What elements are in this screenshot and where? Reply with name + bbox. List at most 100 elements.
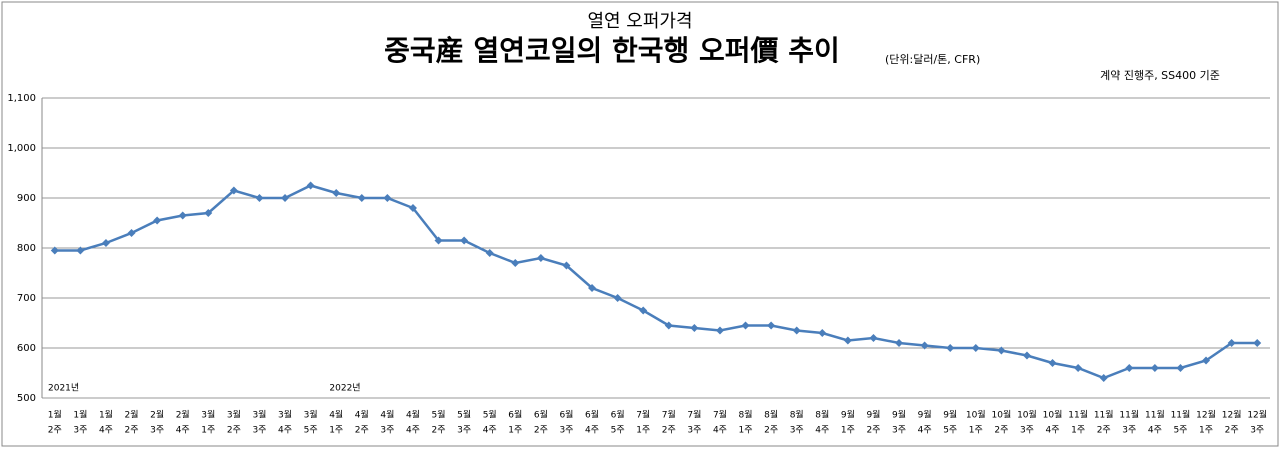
x-tick-label: 12월 bbox=[1247, 409, 1267, 421]
x-tick-label: 11월 bbox=[1068, 409, 1088, 421]
x-tick-label: 6월 bbox=[508, 409, 522, 421]
x-tick-label: 4주 bbox=[406, 425, 420, 436]
x-tick-label: 8월 bbox=[764, 409, 778, 421]
marker bbox=[434, 236, 443, 245]
x-tick-label: 3월 bbox=[201, 409, 215, 421]
x-tick-label: 10월 bbox=[966, 409, 986, 421]
x-tick-label: 3주 bbox=[559, 425, 573, 436]
x-tick-label: 3주 bbox=[687, 425, 701, 436]
chart-supertitle: 열연 오퍼가격 bbox=[587, 11, 692, 32]
x-tick-label: 3주 bbox=[892, 425, 906, 436]
marker bbox=[50, 246, 59, 255]
x-tick-label: 1월 bbox=[48, 409, 62, 421]
marker bbox=[153, 216, 162, 225]
y-tick-label: 500 bbox=[17, 393, 36, 404]
marker bbox=[1099, 374, 1108, 382]
x-tick-label: 12월 bbox=[1222, 409, 1242, 421]
chart-subtitle: (단위:달러/톤, CFR) bbox=[885, 53, 980, 66]
marker bbox=[869, 334, 878, 342]
marker bbox=[1150, 364, 1159, 372]
x-tick-label: 11월 bbox=[1171, 409, 1191, 421]
x-tick-label: 4주 bbox=[1046, 425, 1060, 436]
x-tick-label: 2주 bbox=[432, 425, 446, 436]
marker bbox=[485, 249, 494, 257]
marker bbox=[792, 326, 801, 335]
x-tick-label: 4주 bbox=[815, 425, 829, 436]
marker bbox=[639, 306, 648, 315]
marker bbox=[690, 324, 699, 332]
x-tick-label: 4주 bbox=[918, 425, 932, 436]
x-tick-label: 2주 bbox=[1097, 425, 1111, 436]
marker bbox=[997, 346, 1006, 355]
x-tick-label: 5주 bbox=[304, 425, 318, 436]
marker bbox=[767, 321, 776, 330]
x-tick-label: 2월 bbox=[150, 409, 164, 421]
y-tick-label: 900 bbox=[17, 193, 36, 204]
marker bbox=[1074, 364, 1083, 372]
x-tick-label: 4월 bbox=[406, 409, 420, 421]
marker bbox=[715, 326, 724, 335]
marker bbox=[255, 194, 264, 202]
marker bbox=[101, 239, 110, 247]
x-tick-label: 11월 bbox=[1119, 409, 1139, 421]
x-tick-label: 1주 bbox=[329, 425, 343, 436]
marker bbox=[1048, 359, 1057, 367]
x-tick-label: 8월 bbox=[815, 409, 829, 421]
x-tick-label: 9월 bbox=[841, 409, 855, 421]
x-tick-label: 5주 bbox=[611, 425, 625, 436]
x-tick-label: 1주 bbox=[1071, 425, 1085, 436]
marker bbox=[562, 261, 571, 270]
x-tick-label: 10월 bbox=[1017, 409, 1037, 421]
x-tick-label: 5월 bbox=[432, 409, 446, 421]
x-tick-label: 3주 bbox=[73, 425, 87, 436]
x-tick-label: 1월 bbox=[73, 409, 87, 421]
marker bbox=[664, 321, 673, 330]
x-tick-label: 3월 bbox=[252, 409, 266, 421]
marker bbox=[818, 329, 827, 337]
x-tick-label: 3주 bbox=[150, 425, 164, 436]
x-tick-label: 2월 bbox=[125, 409, 139, 421]
x-tick-label: 2주 bbox=[662, 425, 676, 436]
chart-border bbox=[1, 1, 1279, 447]
x-tick-label: 3주 bbox=[1250, 425, 1264, 436]
x-tick-label: 2월 bbox=[176, 409, 190, 421]
x-tick-label: 4월 bbox=[355, 409, 369, 421]
x-tick-label: 1주 bbox=[508, 425, 522, 436]
marker bbox=[281, 194, 290, 202]
marker bbox=[460, 236, 469, 245]
x-tick-label: 3주 bbox=[790, 425, 804, 436]
marker bbox=[408, 204, 417, 212]
x-tick-label: 1월 bbox=[99, 409, 113, 421]
marker bbox=[971, 344, 980, 352]
x-tick-label: 4주 bbox=[483, 425, 497, 436]
marker bbox=[1202, 356, 1211, 365]
y-tick-label: 1,000 bbox=[7, 143, 36, 154]
x-tick-label: 3주 bbox=[457, 425, 471, 436]
x-tick-label: 3월 bbox=[304, 409, 318, 421]
x-tick-label: 4주 bbox=[1148, 425, 1162, 436]
x-tick-label: 3월 bbox=[278, 409, 292, 421]
line bbox=[54, 184, 1258, 380]
x-tick-label: 2주 bbox=[866, 425, 880, 436]
x-tick-label: 2주 bbox=[534, 425, 548, 436]
marker bbox=[536, 254, 545, 262]
x-tick-label: 7월 bbox=[662, 409, 676, 421]
marker bbox=[741, 321, 750, 330]
x-tick-label: 1주 bbox=[636, 425, 650, 436]
x-tick-label: 7월 bbox=[713, 409, 727, 421]
marker bbox=[843, 336, 852, 345]
marker bbox=[588, 284, 597, 292]
x-tick-label: 2주 bbox=[227, 425, 241, 436]
year-annotation: 2022년 bbox=[329, 383, 360, 394]
chart-title: 중국産 열연코일의 한국행 오퍼價 추이 bbox=[384, 34, 840, 67]
x-tick-label: 12월 bbox=[1196, 409, 1216, 421]
x-tick-label: 11월 bbox=[1094, 409, 1114, 421]
x-tick-label: 9월 bbox=[866, 409, 880, 421]
x-tick-label: 10월 bbox=[1043, 409, 1063, 421]
x-tick-label: 1주 bbox=[739, 425, 753, 436]
x-tick-label: 3주 bbox=[380, 425, 394, 436]
x-tick-label: 9월 bbox=[918, 409, 932, 421]
marker bbox=[1176, 364, 1185, 372]
x-tick-label: 2주 bbox=[764, 425, 778, 436]
